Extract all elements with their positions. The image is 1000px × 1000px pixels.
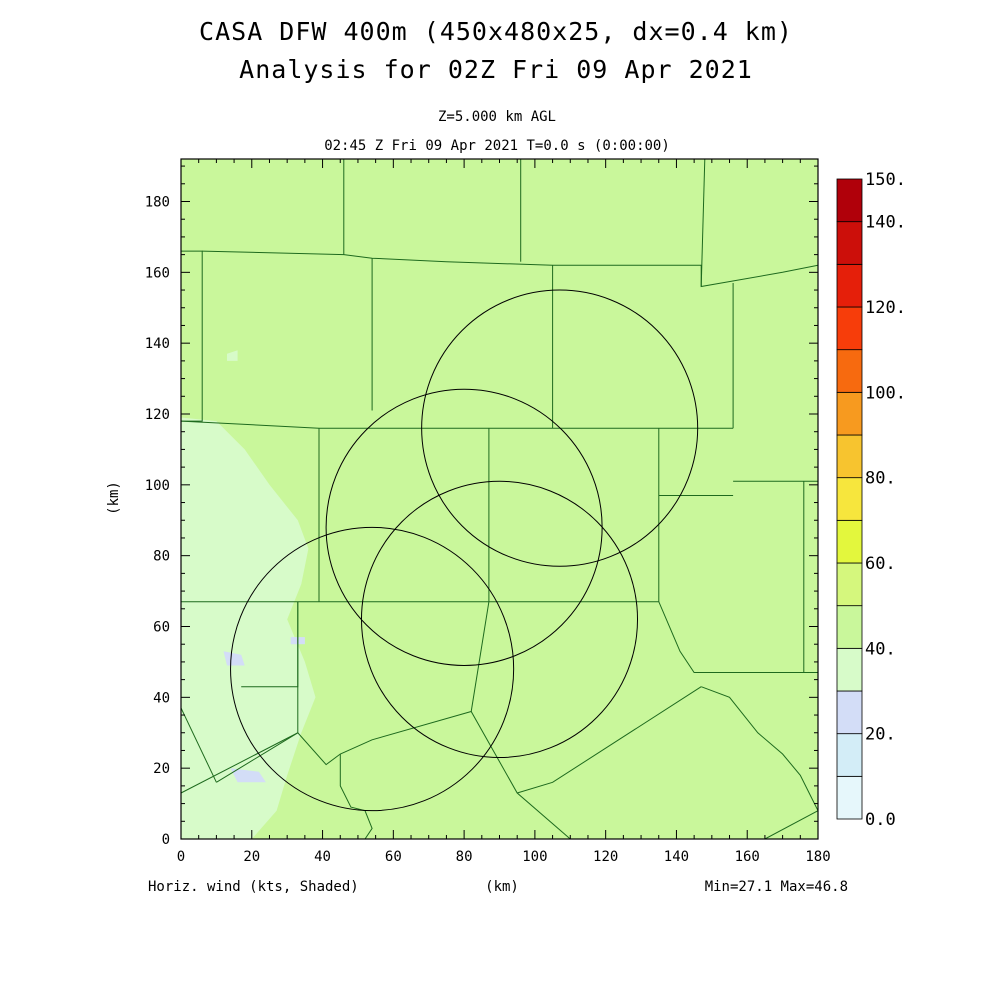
- x-tick-label: 0: [177, 849, 185, 865]
- county-boundary-19: [181, 710, 571, 839]
- radar-ring-0: [421, 289, 699, 567]
- time-label: 02:45 Z Fri 09 Apr 2021 T=0.0 s (0:00:00…: [324, 138, 670, 154]
- colorbar-label: 20.: [865, 725, 896, 745]
- x-tick-label: 180: [805, 849, 830, 865]
- colorbar-label: 40.: [865, 639, 896, 659]
- wind-region-1: [223, 651, 245, 666]
- x-tick-label: 120: [593, 849, 618, 865]
- colorbar-bin: [836, 519, 863, 564]
- y-tick-label: 0: [162, 832, 170, 848]
- x-tick-label: 40: [314, 849, 331, 865]
- county-boundaries: [181, 159, 818, 839]
- radar-rings: [230, 289, 699, 812]
- county-boundary-20: [470, 601, 490, 712]
- colorbar-bin: [836, 263, 863, 308]
- colorbar-label: 80.: [865, 469, 896, 489]
- y-tick-label: 80: [153, 549, 170, 565]
- county-boundary-23: [339, 754, 373, 839]
- level-label: Z=5.000 km AGL: [438, 109, 556, 125]
- colorbar-bin: [836, 434, 863, 479]
- colorbar-bin: [836, 647, 863, 692]
- y-tick-label: 160: [145, 265, 170, 281]
- y-tick-labels: 0 20 40 60 80 100 120 140 160 180: [145, 195, 170, 849]
- colorbar-label: 100.: [865, 383, 906, 403]
- x-tick-label: 100: [522, 849, 547, 865]
- colorbar-label: 60.: [865, 554, 896, 574]
- colorbar-bin: [836, 605, 863, 649]
- x-axis-label: (km): [485, 879, 519, 895]
- colorbar-label: 0.0: [865, 810, 896, 830]
- y-axis-label: (km): [106, 481, 122, 515]
- radar-ring-2: [360, 480, 639, 759]
- colorbar-bin: [836, 775, 863, 820]
- colorbar-bin: [836, 221, 863, 265]
- colorbar-bin: [836, 477, 863, 521]
- colorbar-labels: 0.0 20. 40. 60. 80. 100. 120. 140. 150.: [865, 170, 906, 830]
- colorbar-bin: [836, 391, 863, 436]
- colorbar-bin: [836, 349, 863, 393]
- colorbar-bin: [836, 562, 863, 607]
- wind-region-0: [181, 417, 316, 839]
- min-max-label: Min=27.1 Max=46.8: [705, 879, 848, 895]
- wind-region-4: [227, 350, 238, 361]
- colorbar-label: 140.: [865, 213, 906, 233]
- county-boundary-18: [181, 707, 217, 783]
- wind-regions: [181, 350, 316, 839]
- x-tick-label: 160: [735, 849, 760, 865]
- county-boundary-8: [181, 420, 734, 429]
- x-tick-label: 20: [243, 849, 260, 865]
- colorbar-bin: [836, 733, 863, 777]
- colorbar-bin: [836, 306, 863, 351]
- plot-area: [180, 158, 819, 840]
- county-boundary-24: [764, 810, 818, 839]
- y-tick-label: 120: [145, 407, 170, 423]
- county-boundary-0: [181, 250, 203, 422]
- y-tick-label: 140: [145, 336, 170, 352]
- colorbar-label: 150.: [865, 170, 906, 190]
- y-tick-label: 20: [153, 761, 170, 777]
- county-boundary-22: [701, 686, 818, 811]
- colorbar: [836, 178, 863, 820]
- y-tick-label: 40: [153, 690, 170, 706]
- x-tick-label: 140: [664, 849, 689, 865]
- colorbar-bin: [836, 690, 863, 735]
- colorbar-bin: [836, 178, 863, 223]
- y-tick-label: 180: [145, 195, 170, 211]
- x-tick-labels: 0 20 40 60 80 100 120 140 160 180: [177, 849, 831, 865]
- wind-region-2: [230, 768, 266, 783]
- axis-ticks: [180, 159, 819, 840]
- radar-ring-3: [230, 526, 515, 812]
- chart-title-line2: Analysis for 02Z Fri 09 Apr 2021: [239, 55, 753, 84]
- county-boundary-4: [700, 159, 706, 287]
- county-boundary-21: [517, 686, 702, 794]
- x-tick-label: 80: [456, 849, 473, 865]
- field-label: Horiz. wind (kts, Shaded): [148, 879, 359, 895]
- x-tick-label: 60: [385, 849, 402, 865]
- chart-title-line1: CASA DFW 400m (450x480x25, dx=0.4 km): [199, 17, 793, 46]
- y-tick-label: 60: [153, 620, 170, 636]
- y-tick-label: 100: [145, 478, 170, 494]
- colorbar-label: 120.: [865, 298, 906, 318]
